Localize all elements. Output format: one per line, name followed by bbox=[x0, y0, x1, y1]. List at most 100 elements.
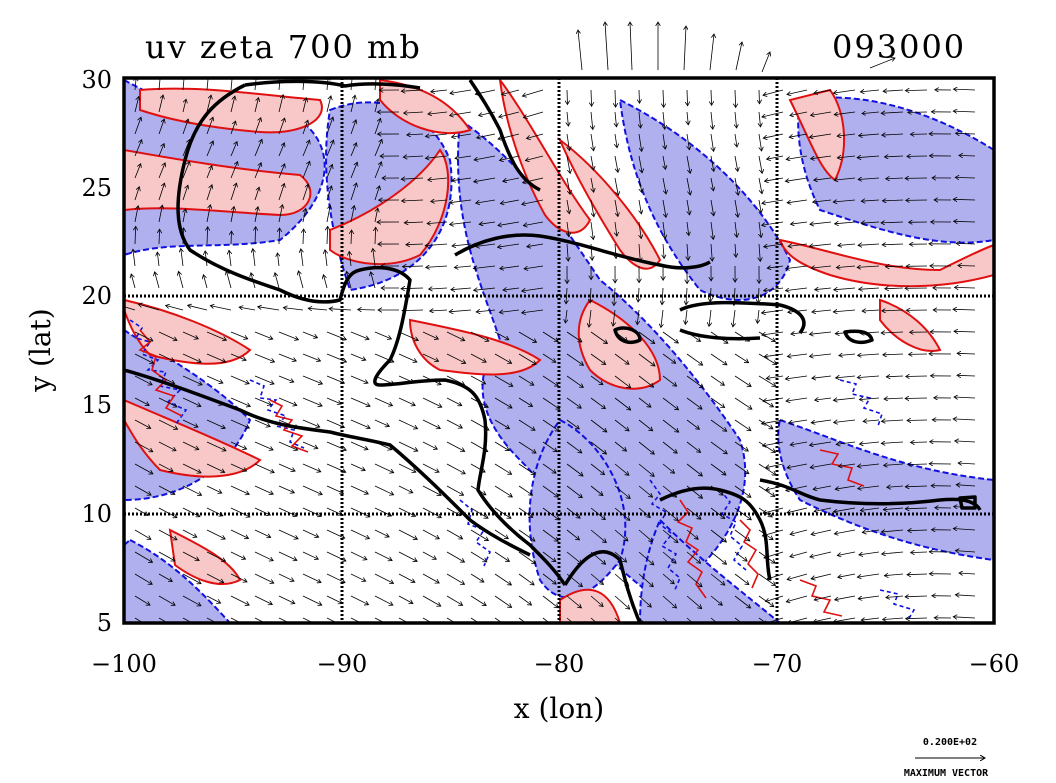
reference-vector-value: 0.200E+02 bbox=[923, 737, 977, 748]
wind-vector bbox=[230, 331, 248, 339]
wind-vector bbox=[785, 177, 808, 181]
wind-vector bbox=[326, 441, 346, 450]
wind-vector bbox=[476, 310, 496, 312]
wind-vector bbox=[422, 353, 439, 361]
wind-vector bbox=[182, 529, 197, 537]
wind-vector bbox=[814, 595, 832, 600]
wind-vector bbox=[158, 353, 174, 361]
wind-vector bbox=[954, 89, 976, 90]
wind-vector bbox=[401, 178, 424, 179]
wind-vector bbox=[883, 354, 904, 355]
wind-vector bbox=[404, 222, 424, 223]
wind-vector bbox=[254, 507, 270, 515]
wind-vector bbox=[358, 310, 376, 311]
map-timestamp: 093000 bbox=[832, 28, 966, 66]
wind-vector bbox=[791, 222, 808, 224]
wind-vector bbox=[158, 595, 175, 605]
wind-vector bbox=[230, 441, 247, 449]
wind-vector bbox=[446, 529, 463, 539]
wind-vector bbox=[254, 551, 273, 561]
wind-vector bbox=[398, 573, 415, 582]
wind-vector bbox=[470, 551, 487, 562]
wind-vector bbox=[494, 617, 503, 623]
wind-vector bbox=[302, 573, 321, 583]
wind-vector bbox=[590, 419, 607, 432]
wind-vector bbox=[134, 529, 151, 539]
wind-vector bbox=[278, 184, 284, 201]
wind-vector bbox=[542, 485, 558, 497]
wind-vector bbox=[710, 529, 726, 542]
wind-vector bbox=[254, 441, 273, 450]
wind-vector bbox=[401, 90, 424, 91]
wind-vector bbox=[662, 507, 678, 521]
wind-vector bbox=[758, 133, 762, 151]
wind-vector bbox=[790, 111, 808, 116]
wind-vector bbox=[374, 529, 389, 537]
wind-vector bbox=[446, 419, 462, 428]
wind-vector bbox=[278, 78, 281, 91]
wind-vector bbox=[589, 309, 591, 327]
wind-vector bbox=[789, 133, 808, 137]
wind-vector bbox=[251, 273, 256, 289]
wind-vector bbox=[767, 573, 784, 579]
wind-vector bbox=[614, 573, 629, 586]
wind-vector bbox=[734, 155, 738, 171]
wind-vector bbox=[302, 120, 308, 135]
wind-vector bbox=[158, 463, 173, 471]
wind-vector bbox=[134, 463, 153, 474]
wind-vector bbox=[374, 353, 394, 362]
wind-vector bbox=[326, 186, 332, 201]
wind-vector bbox=[278, 551, 297, 560]
wind-vector bbox=[350, 353, 366, 360]
wind-vector bbox=[662, 419, 679, 432]
wind-vector bbox=[908, 530, 928, 531]
wind-vector bbox=[757, 309, 759, 323]
wind-vector bbox=[860, 508, 880, 511]
wind-vector bbox=[811, 529, 832, 535]
wind-vector bbox=[349, 251, 351, 267]
wind-vector bbox=[711, 177, 714, 191]
wind-vector bbox=[861, 618, 880, 620]
wind-vector bbox=[350, 162, 357, 179]
wind-vector bbox=[759, 111, 761, 127]
wind-vector bbox=[734, 573, 749, 585]
wind-vector bbox=[254, 485, 273, 494]
wind-vector bbox=[566, 441, 582, 453]
wind-vector bbox=[206, 419, 225, 428]
wind-vector bbox=[374, 375, 394, 384]
wind-vector bbox=[230, 207, 234, 223]
wind-vector bbox=[542, 551, 556, 562]
wind-vector bbox=[230, 595, 249, 605]
wind-vector bbox=[134, 419, 151, 428]
wind-vector bbox=[709, 309, 711, 326]
wind-vector bbox=[298, 271, 304, 289]
wind-vector bbox=[134, 397, 149, 405]
wind-vector bbox=[639, 243, 640, 262]
wind-vector bbox=[230, 162, 238, 179]
wind-vector bbox=[138, 304, 160, 311]
wind-vector bbox=[758, 353, 777, 365]
wind-vector bbox=[810, 463, 832, 468]
wind-vector bbox=[860, 332, 880, 333]
wind-vector bbox=[398, 463, 416, 472]
wind-vector bbox=[953, 529, 976, 531]
wind-vector bbox=[566, 287, 567, 304]
wind-vector bbox=[662, 463, 675, 473]
wind-vector bbox=[230, 78, 233, 91]
wind-vector bbox=[661, 309, 663, 328]
wind-vector bbox=[407, 134, 424, 135]
wind-vector bbox=[566, 617, 574, 623]
wind-vector bbox=[613, 309, 615, 326]
wind-vector bbox=[278, 375, 294, 382]
wind-vector bbox=[785, 375, 808, 379]
wind-vector bbox=[518, 441, 536, 453]
wind-vector bbox=[326, 529, 345, 538]
wind-vector bbox=[590, 529, 606, 543]
wind-vector bbox=[858, 485, 880, 489]
wind-vector bbox=[470, 463, 485, 472]
wind-vector bbox=[470, 375, 486, 384]
wind-vector bbox=[638, 485, 653, 497]
wind-vector bbox=[759, 199, 761, 213]
wind-vector bbox=[446, 353, 466, 363]
wind-vector bbox=[615, 243, 616, 259]
